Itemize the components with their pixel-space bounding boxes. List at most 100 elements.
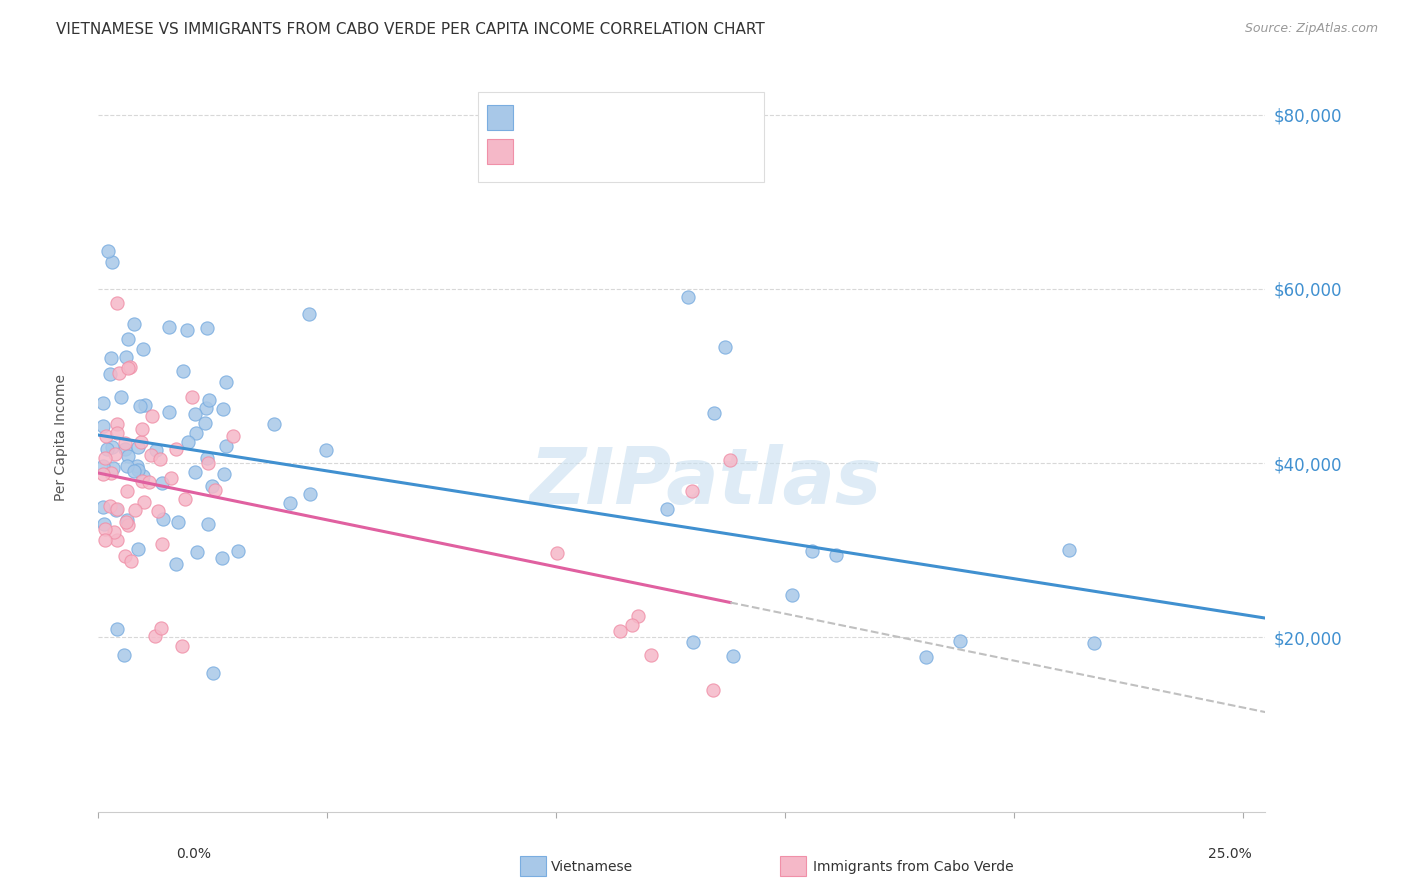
Point xyxy=(94,451,117,466)
Point xyxy=(129,435,152,450)
Point xyxy=(546,546,568,560)
Point xyxy=(150,475,173,490)
Point xyxy=(177,434,200,449)
Point xyxy=(117,449,139,463)
Point xyxy=(124,464,146,478)
Point xyxy=(101,255,124,269)
Point xyxy=(194,417,217,431)
Point xyxy=(160,471,183,485)
Point xyxy=(127,459,149,474)
Point xyxy=(124,502,146,516)
Text: Vietnamese: Vietnamese xyxy=(551,860,633,874)
Point xyxy=(129,399,152,413)
Point xyxy=(115,350,138,364)
Point xyxy=(94,533,117,548)
Text: Source: ZipAtlas.com: Source: ZipAtlas.com xyxy=(1244,22,1378,36)
Text: ZIPatlas: ZIPatlas xyxy=(529,444,882,520)
Point xyxy=(721,648,744,663)
Point xyxy=(131,474,153,488)
Point xyxy=(105,622,128,636)
Point xyxy=(105,295,128,310)
Text: Per Capita Income: Per Capita Income xyxy=(53,374,67,500)
Point xyxy=(141,409,163,423)
FancyBboxPatch shape xyxy=(478,93,763,182)
Point xyxy=(150,621,173,635)
Point xyxy=(127,541,149,556)
Point xyxy=(949,634,972,648)
Point xyxy=(117,518,139,533)
Point xyxy=(212,467,235,481)
Point xyxy=(150,537,173,551)
Point xyxy=(93,517,115,532)
Text: R = -0.402   N = 78: R = -0.402 N = 78 xyxy=(520,110,683,125)
Point xyxy=(176,323,198,337)
Point xyxy=(114,442,136,457)
Point xyxy=(681,483,703,498)
Point xyxy=(718,453,741,467)
Point xyxy=(181,390,204,404)
Point xyxy=(157,405,180,419)
Point xyxy=(263,417,285,431)
Point xyxy=(315,443,337,458)
Point xyxy=(91,419,114,434)
Point xyxy=(138,475,160,490)
Point xyxy=(134,495,156,509)
Point xyxy=(195,451,218,466)
Point xyxy=(149,452,172,467)
Point xyxy=(640,648,662,663)
Point xyxy=(110,390,132,404)
Point xyxy=(298,307,321,321)
Point xyxy=(201,479,224,493)
Point xyxy=(98,367,121,381)
Point xyxy=(186,425,208,440)
Point xyxy=(117,361,139,376)
Point xyxy=(94,429,117,443)
Point xyxy=(211,551,233,566)
Point xyxy=(609,624,631,638)
Point xyxy=(621,617,644,632)
Point xyxy=(139,448,162,462)
Point xyxy=(91,467,114,481)
FancyBboxPatch shape xyxy=(486,105,513,130)
Point xyxy=(655,501,678,516)
Point xyxy=(194,401,217,416)
Point xyxy=(103,525,125,540)
Point xyxy=(198,392,221,407)
Point xyxy=(212,402,235,417)
Point xyxy=(145,443,167,458)
Point xyxy=(184,407,207,421)
Point xyxy=(105,503,128,517)
Point xyxy=(107,501,129,516)
Point xyxy=(222,429,245,443)
Point xyxy=(215,376,238,390)
Point xyxy=(172,363,194,377)
Point xyxy=(134,398,156,412)
Text: VIETNAMESE VS IMMIGRANTS FROM CABO VERDE PER CAPITA INCOME CORRELATION CHART: VIETNAMESE VS IMMIGRANTS FROM CABO VERDE… xyxy=(56,22,765,37)
Point xyxy=(105,533,128,547)
Point xyxy=(157,320,180,334)
Point xyxy=(801,544,824,558)
Text: 0.0%: 0.0% xyxy=(176,847,211,861)
Point xyxy=(146,504,169,518)
Point xyxy=(197,456,219,470)
Point xyxy=(112,648,135,662)
Point xyxy=(114,549,136,563)
Point xyxy=(197,321,219,335)
Point xyxy=(105,426,128,441)
Point xyxy=(215,439,238,453)
Point xyxy=(117,332,139,346)
Point xyxy=(132,342,155,356)
Point xyxy=(152,511,174,525)
Point xyxy=(122,317,145,331)
Point xyxy=(127,463,149,477)
Text: 25.0%: 25.0% xyxy=(1208,847,1251,861)
Point xyxy=(96,442,118,457)
Point xyxy=(97,244,120,259)
Point xyxy=(627,609,650,624)
Point xyxy=(100,351,122,365)
Point xyxy=(186,545,208,559)
Point xyxy=(98,500,121,514)
Point xyxy=(100,467,122,481)
Text: Immigrants from Cabo Verde: Immigrants from Cabo Verde xyxy=(813,860,1014,874)
Point xyxy=(167,516,190,530)
